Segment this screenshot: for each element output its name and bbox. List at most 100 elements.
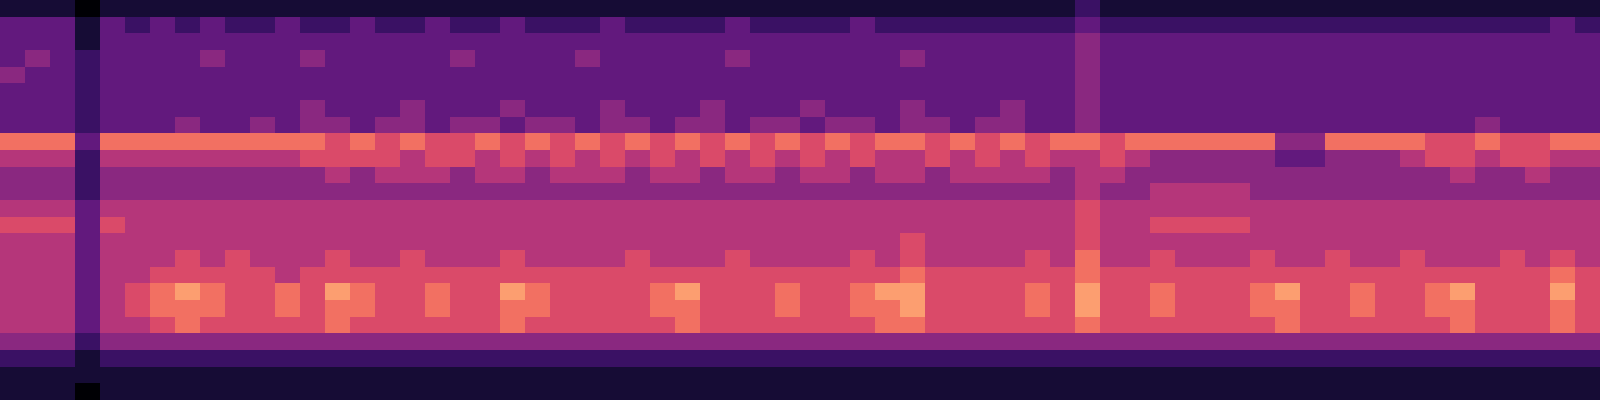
- heatmap-cell: [1375, 17, 1401, 34]
- heatmap-cell: [400, 233, 426, 250]
- heatmap-cell: [425, 150, 451, 167]
- heatmap-cell: [500, 217, 526, 234]
- heatmap-cell: [875, 250, 901, 267]
- heatmap-cell: [1275, 333, 1301, 350]
- heatmap-cell: [1250, 50, 1276, 67]
- heatmap-cell: [950, 67, 976, 84]
- heatmap-cell: [1475, 50, 1501, 67]
- heatmap-cell: [1550, 283, 1576, 300]
- heatmap-cell: [725, 383, 751, 400]
- heatmap-cell: [1050, 67, 1076, 84]
- heatmap-cell: [900, 100, 926, 117]
- heatmap-cell: [1150, 200, 1176, 217]
- heatmap-cell: [700, 367, 726, 384]
- heatmap-cell: [200, 100, 226, 117]
- heatmap-cell: [1425, 183, 1451, 200]
- heatmap-cell: [900, 383, 926, 400]
- heatmap-cell: [875, 50, 901, 67]
- heatmap-cell: [150, 150, 176, 167]
- heatmap-cell: [350, 67, 376, 84]
- heatmap-cell: [1450, 233, 1476, 250]
- heatmap-cell: [175, 217, 201, 234]
- heatmap-cell: [1125, 283, 1151, 300]
- heatmap-cell: [1250, 333, 1276, 350]
- heatmap-cell: [1575, 283, 1600, 300]
- heatmap-cell: [300, 33, 326, 50]
- heatmap-cell: [775, 0, 801, 17]
- heatmap-cell: [1325, 350, 1351, 367]
- heatmap-cell: [0, 83, 26, 100]
- heatmap-cell: [225, 50, 251, 67]
- heatmap-cell: [450, 33, 476, 50]
- heatmap-cell: [325, 50, 351, 67]
- heatmap-cell: [1100, 167, 1126, 184]
- heatmap-cell: [250, 250, 276, 267]
- heatmap-cell: [175, 250, 201, 267]
- heatmap-cell: [275, 50, 301, 67]
- heatmap-cell: [75, 83, 101, 100]
- heatmap-cell: [1275, 117, 1301, 134]
- heatmap-cell: [1225, 267, 1251, 284]
- heatmap-cell: [1550, 250, 1576, 267]
- heatmap-cell: [250, 50, 276, 67]
- heatmap-cell: [50, 67, 76, 84]
- heatmap-cell: [625, 267, 651, 284]
- heatmap-cell: [1075, 383, 1101, 400]
- heatmap-cell: [1425, 267, 1451, 284]
- heatmap-cell: [450, 50, 476, 67]
- heatmap-cell: [275, 233, 301, 250]
- heatmap-cell: [150, 200, 176, 217]
- heatmap-cell: [425, 167, 451, 184]
- heatmap-cell: [575, 17, 601, 34]
- heatmap-cell: [525, 383, 551, 400]
- heatmap-cell: [400, 200, 426, 217]
- heatmap-cell: [575, 267, 601, 284]
- heatmap-cell: [900, 317, 926, 334]
- heatmap-cell: [1550, 100, 1576, 117]
- heatmap-cell: [0, 133, 26, 150]
- heatmap-cell: [1050, 50, 1076, 67]
- heatmap-cell: [1050, 200, 1076, 217]
- heatmap-cell: [875, 367, 901, 384]
- heatmap-cell: [600, 217, 626, 234]
- heatmap-cell: [425, 83, 451, 100]
- heatmap-cell: [1075, 67, 1101, 84]
- heatmap-cell: [1575, 200, 1600, 217]
- heatmap-cell: [125, 0, 151, 17]
- heatmap-cell: [225, 233, 251, 250]
- heatmap-cell: [1150, 333, 1176, 350]
- heatmap-cell: [500, 117, 526, 134]
- heatmap-cell: [475, 0, 501, 17]
- heatmap-cell: [1175, 183, 1201, 200]
- heatmap-cell: [500, 383, 526, 400]
- heatmap-cell: [550, 100, 576, 117]
- heatmap-cell: [1300, 33, 1326, 50]
- heatmap-cell: [1125, 33, 1151, 50]
- heatmap-cell: [50, 100, 76, 117]
- heatmap-cell: [925, 250, 951, 267]
- heatmap-cell: [300, 367, 326, 384]
- heatmap-cell: [575, 50, 601, 67]
- heatmap-cell: [100, 150, 126, 167]
- heatmap-cell: [1350, 333, 1376, 350]
- heatmap-cell: [700, 167, 726, 184]
- heatmap-cell: [900, 267, 926, 284]
- heatmap-cell: [750, 383, 776, 400]
- heatmap-cell: [975, 117, 1001, 134]
- heatmap-cell: [175, 267, 201, 284]
- heatmap-cell: [525, 33, 551, 50]
- heatmap-cell: [1575, 100, 1600, 117]
- heatmap-cell: [225, 133, 251, 150]
- heatmap-cell: [350, 33, 376, 50]
- heatmap-cell: [1000, 33, 1026, 50]
- heatmap-cell: [1450, 50, 1476, 67]
- heatmap-cell: [725, 150, 751, 167]
- heatmap-cell: [1050, 217, 1076, 234]
- heatmap-cell: [675, 350, 701, 367]
- heatmap-cell: [100, 283, 126, 300]
- heatmap-cell: [775, 333, 801, 350]
- heatmap-cell: [125, 283, 151, 300]
- heatmap-cell: [275, 100, 301, 117]
- heatmap-cell: [250, 183, 276, 200]
- heatmap-cell: [675, 100, 701, 117]
